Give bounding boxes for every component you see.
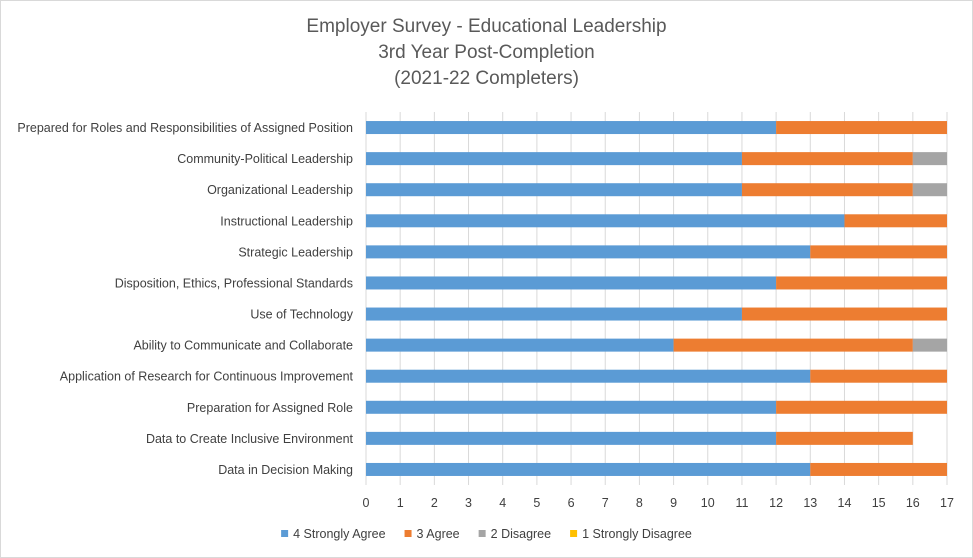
bar-4-strongly-agree-instructional-leadership bbox=[366, 214, 845, 228]
bar-4-strongly-agree-disposition-ethics-professional-standards bbox=[366, 276, 777, 290]
x-tick-label-11: 11 bbox=[735, 496, 748, 510]
legend-swatch-3-agree bbox=[404, 530, 412, 537]
category-label-organizational-leadership: Organizational Leadership bbox=[207, 183, 353, 197]
x-tick-label-1: 1 bbox=[397, 496, 404, 510]
legend-label-4-strongly-agree: 4 Strongly Agree bbox=[293, 527, 385, 541]
bar-2-disagree-community-political-leadership bbox=[912, 152, 947, 166]
legend-item-2-disagree: 2 Disagree bbox=[478, 527, 551, 541]
bar-3-agree-disposition-ethics-professional-standards bbox=[776, 276, 947, 290]
bar-4-strongly-agree-preparation-for-assigned-role bbox=[366, 400, 777, 414]
x-tick-label-15: 15 bbox=[872, 496, 886, 510]
category-labels: Prepared for Roles and Responsibilities … bbox=[17, 121, 353, 477]
bar-3-agree-ability-to-communicate-and-collaborate bbox=[673, 338, 913, 352]
x-tick-label-4: 4 bbox=[499, 496, 506, 510]
x-tick-label-5: 5 bbox=[533, 496, 540, 510]
x-tick-label-16: 16 bbox=[906, 496, 920, 510]
category-label-instructional-leadership: Instructional Leadership bbox=[220, 214, 353, 228]
category-label-data-in-decision-making: Data in Decision Making bbox=[218, 463, 353, 477]
category-label-prepared-for-roles-and-responsibilities-of-assigned-position: Prepared for Roles and Responsibilities … bbox=[17, 121, 353, 135]
x-tick-labels: 0 1 2 3 4 5 6 7 8 9 10 11 12 13 14 15 16 17 bbox=[363, 496, 954, 510]
legend-swatch-4-strongly-agree bbox=[281, 530, 289, 537]
bar-4-strongly-agree-use-of-technology bbox=[366, 307, 742, 321]
gridlines bbox=[365, 112, 948, 485]
category-label-ability-to-communicate-and-collaborate: Ability to Communicate and Collaborate bbox=[133, 339, 353, 353]
category-label-data-to-create-inclusive-environment: Data to Create Inclusive Environment bbox=[146, 432, 354, 446]
bar-2-disagree-organizational-leadership bbox=[912, 183, 947, 197]
bar-3-agree-strategic-leadership bbox=[810, 245, 947, 259]
legend-swatch-2-disagree bbox=[478, 530, 486, 537]
bar-4-strongly-agree-prepared-for-roles-and-responsibilities-of-assigned-position bbox=[366, 121, 777, 135]
chart-title-line-1: Employer Survey - Educational Leadership bbox=[306, 16, 667, 37]
bar-3-agree-data-in-decision-making bbox=[810, 462, 947, 476]
category-label-application-of-research-for-continuous-improvement: Application of Research for Continuous I… bbox=[60, 370, 354, 384]
bar-3-agree-prepared-for-roles-and-responsibilities-of-assigned-position bbox=[776, 121, 947, 135]
chart-title-line-3: (2021-22 Completers) bbox=[394, 68, 579, 89]
chart-title-line-2: 3rd Year Post-Completion bbox=[378, 42, 595, 63]
category-label-disposition-ethics-professional-standards: Disposition, Ethics, Professional Standa… bbox=[115, 276, 353, 290]
x-tick-label-7: 7 bbox=[602, 496, 609, 510]
bar-4-strongly-agree-ability-to-communicate-and-collaborate bbox=[366, 338, 674, 352]
legend-item-3-agree: 3 Agree bbox=[404, 527, 460, 541]
x-tick-label-14: 14 bbox=[838, 496, 852, 510]
x-tick-label-13: 13 bbox=[803, 496, 817, 510]
x-tick-label-8: 8 bbox=[636, 496, 643, 510]
bar-4-strongly-agree-organizational-leadership bbox=[366, 183, 742, 197]
legend: 4 Strongly Agree 3 Agree 2 Disagree 1 Stron… bbox=[281, 527, 692, 541]
legend-label-2-disagree: 2 Disagree bbox=[491, 527, 551, 541]
legend-item-1-strongly-disagree: 1 Strongly Disagree bbox=[570, 527, 692, 541]
bar-4-strongly-agree-data-in-decision-making bbox=[366, 462, 811, 476]
x-tick-label-6: 6 bbox=[568, 496, 575, 510]
x-tick-label-9: 9 bbox=[670, 496, 677, 510]
bar-3-agree-preparation-for-assigned-role bbox=[776, 400, 947, 414]
category-label-use-of-technology: Use of Technology bbox=[250, 308, 353, 322]
x-tick-label-2: 2 bbox=[431, 496, 438, 510]
bar-3-agree-instructional-leadership bbox=[844, 214, 947, 228]
legend-label-1-strongly-disagree: 1 Strongly Disagree bbox=[582, 527, 692, 541]
x-tick-label-0: 0 bbox=[363, 496, 370, 510]
bars bbox=[366, 121, 947, 476]
category-label-preparation-for-assigned-role: Preparation for Assigned Role bbox=[187, 401, 353, 415]
x-tick-label-12: 12 bbox=[769, 496, 783, 510]
bar-4-strongly-agree-application-of-research-for-continuous-improvement bbox=[366, 369, 811, 383]
x-tick-label-10: 10 bbox=[701, 496, 715, 510]
legend-label-3-agree: 3 Agree bbox=[417, 527, 460, 541]
category-label-community-political-leadership: Community-Political Leadership bbox=[177, 152, 353, 166]
x-tick-label-3: 3 bbox=[465, 496, 472, 510]
x-tick-label-17: 17 bbox=[940, 496, 954, 510]
category-label-strategic-leadership: Strategic Leadership bbox=[238, 245, 353, 259]
bar-4-strongly-agree-data-to-create-inclusive-environment bbox=[366, 431, 777, 445]
bar-3-agree-use-of-technology bbox=[741, 307, 947, 321]
bar-4-strongly-agree-strategic-leadership bbox=[366, 245, 811, 259]
bar-3-agree-data-to-create-inclusive-environment bbox=[776, 431, 913, 445]
legend-item-4-strongly-agree: 4 Strongly Agree bbox=[281, 527, 386, 541]
bar-3-agree-organizational-leadership bbox=[741, 183, 913, 197]
bar-2-disagree-ability-to-communicate-and-collaborate bbox=[912, 338, 947, 352]
legend-swatch-1-strongly-disagree bbox=[570, 530, 578, 537]
bar-3-agree-community-political-leadership bbox=[741, 152, 913, 166]
bar-4-strongly-agree-community-political-leadership bbox=[366, 152, 742, 166]
bar-3-agree-application-of-research-for-continuous-improvement bbox=[810, 369, 947, 383]
